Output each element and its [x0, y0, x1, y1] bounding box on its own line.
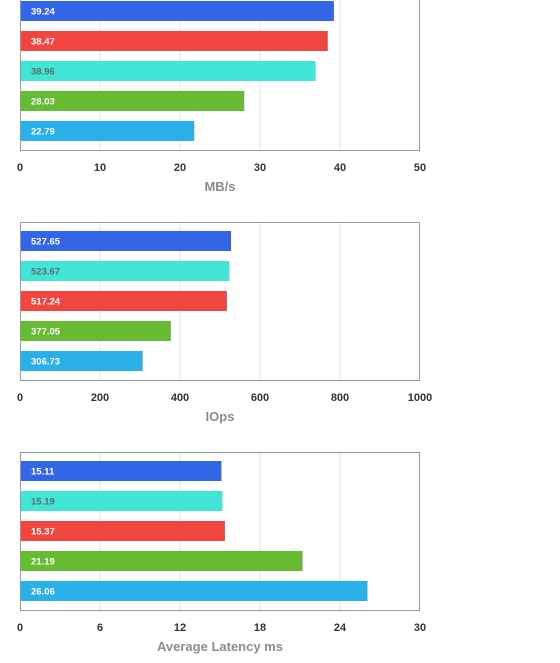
x-tick-label: 800	[331, 392, 349, 404]
x-tick-label: 1000	[408, 392, 432, 404]
data-label: 306.73	[31, 357, 60, 368]
bar-blue	[21, 461, 222, 481]
bar-red	[21, 31, 328, 51]
data-label: 377.05	[31, 327, 61, 338]
plot-frame	[20, 452, 420, 611]
bar-cyan	[21, 261, 230, 281]
x-tick-label: 400	[171, 392, 189, 404]
x-tick-label: 24	[334, 622, 347, 634]
chart-2: 527.65 523.67 517.24 377.05 306.73 0 200 400 600…	[17, 222, 432, 424]
data-label: 38.47	[31, 37, 55, 48]
x-tick-label: 12	[174, 622, 186, 634]
bar-red	[21, 521, 225, 541]
bar-lightblue	[21, 351, 143, 371]
bar-blue	[21, 1, 334, 21]
data-label: 15.37	[31, 527, 55, 538]
bar-green	[21, 91, 245, 111]
data-label: 527.65	[31, 237, 61, 248]
x-tick-label: 18	[254, 622, 266, 634]
x-tick-label: 0	[17, 622, 23, 634]
x-axis-label: Average Latency ms	[157, 639, 283, 654]
x-tick-label: 600	[251, 392, 269, 404]
data-label: 15.11	[31, 467, 55, 478]
data-label: 15.19	[31, 497, 55, 508]
x-axis-label: MB/s	[204, 179, 235, 194]
plot-frame	[20, 0, 420, 151]
data-label: 523.67	[31, 267, 60, 278]
data-label: 517.24	[31, 297, 61, 308]
x-tick-label: 6	[97, 622, 103, 634]
x-axis-label: IOps	[206, 409, 235, 424]
x-tick-label: 30	[254, 162, 266, 174]
x-tick-label: 0	[17, 162, 23, 174]
data-label: 39.24	[31, 7, 55, 18]
data-label: 22.79	[31, 127, 55, 138]
data-label: 26.06	[31, 587, 55, 598]
bar-red	[21, 291, 227, 311]
bar-lightblue	[21, 581, 368, 601]
bar-cyan	[21, 61, 316, 81]
plot-frame	[20, 222, 420, 381]
bar-green	[21, 551, 303, 571]
bar-green	[21, 321, 171, 341]
x-tick-label: 20	[174, 162, 186, 174]
x-tick-label: 0	[17, 392, 23, 404]
x-tick-label: 50	[414, 162, 426, 174]
bar-lightblue	[21, 121, 195, 141]
chart-1: 39.24 38.47 38.96 28.03 22.79 0 10 20 30 40 50 MB/s	[17, 0, 426, 194]
x-tick-label: 40	[334, 162, 346, 174]
x-tick-label: 10	[94, 162, 106, 174]
data-label: 28.03	[31, 97, 55, 108]
x-tick-label: 200	[91, 392, 109, 404]
bar-cyan	[21, 491, 223, 511]
data-label: 21.19	[31, 557, 55, 568]
chart-3: 15.11 15.19 15.37 21.19 26.06 0 6 12 18 24 30 Avera…	[17, 452, 426, 654]
x-tick-label: 30	[414, 622, 426, 634]
data-label: 38.96	[31, 67, 55, 78]
bar-blue	[21, 231, 232, 251]
